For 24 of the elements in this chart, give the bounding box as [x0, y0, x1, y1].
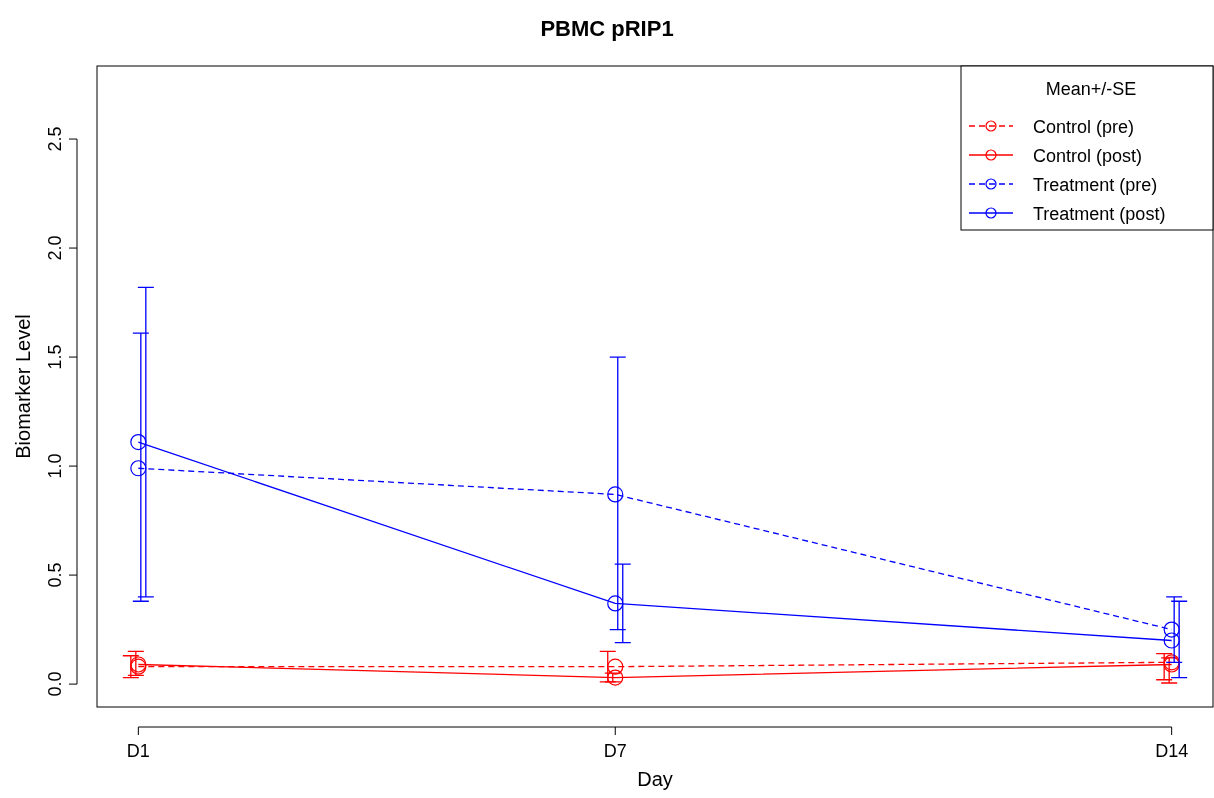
y-axis-title: Biomarker Level — [12, 314, 34, 459]
point — [1163, 621, 1180, 638]
point — [1163, 632, 1180, 649]
legend-label: Treatment (pre) — [1033, 175, 1158, 195]
legend-label: Control (pre) — [1033, 117, 1135, 137]
x-tick-label: D14 — [1155, 741, 1189, 761]
x-tick-label: D7 — [603, 741, 627, 761]
point — [607, 658, 624, 675]
y-tick-label: 1.5 — [45, 344, 65, 370]
legend-label: Treatment (post) — [1033, 204, 1166, 224]
y-tick-label: 0.0 — [45, 671, 65, 697]
point — [130, 434, 147, 451]
y-tick-label: 2.0 — [45, 235, 65, 261]
legend-label: Control (post) — [1033, 146, 1143, 166]
y-tick-label: 2.5 — [45, 126, 65, 152]
point — [607, 486, 624, 503]
chart-title: PBMC pRIP1 — [540, 16, 674, 41]
point — [607, 595, 624, 612]
y-tick-label: 0.5 — [45, 562, 65, 588]
x-tick-label: D1 — [126, 741, 150, 761]
point — [130, 460, 147, 477]
legend-title: Mean+/-SE — [1045, 79, 1137, 99]
x-axis-title: Day — [637, 768, 673, 790]
y-tick-label: 1.0 — [45, 453, 65, 479]
